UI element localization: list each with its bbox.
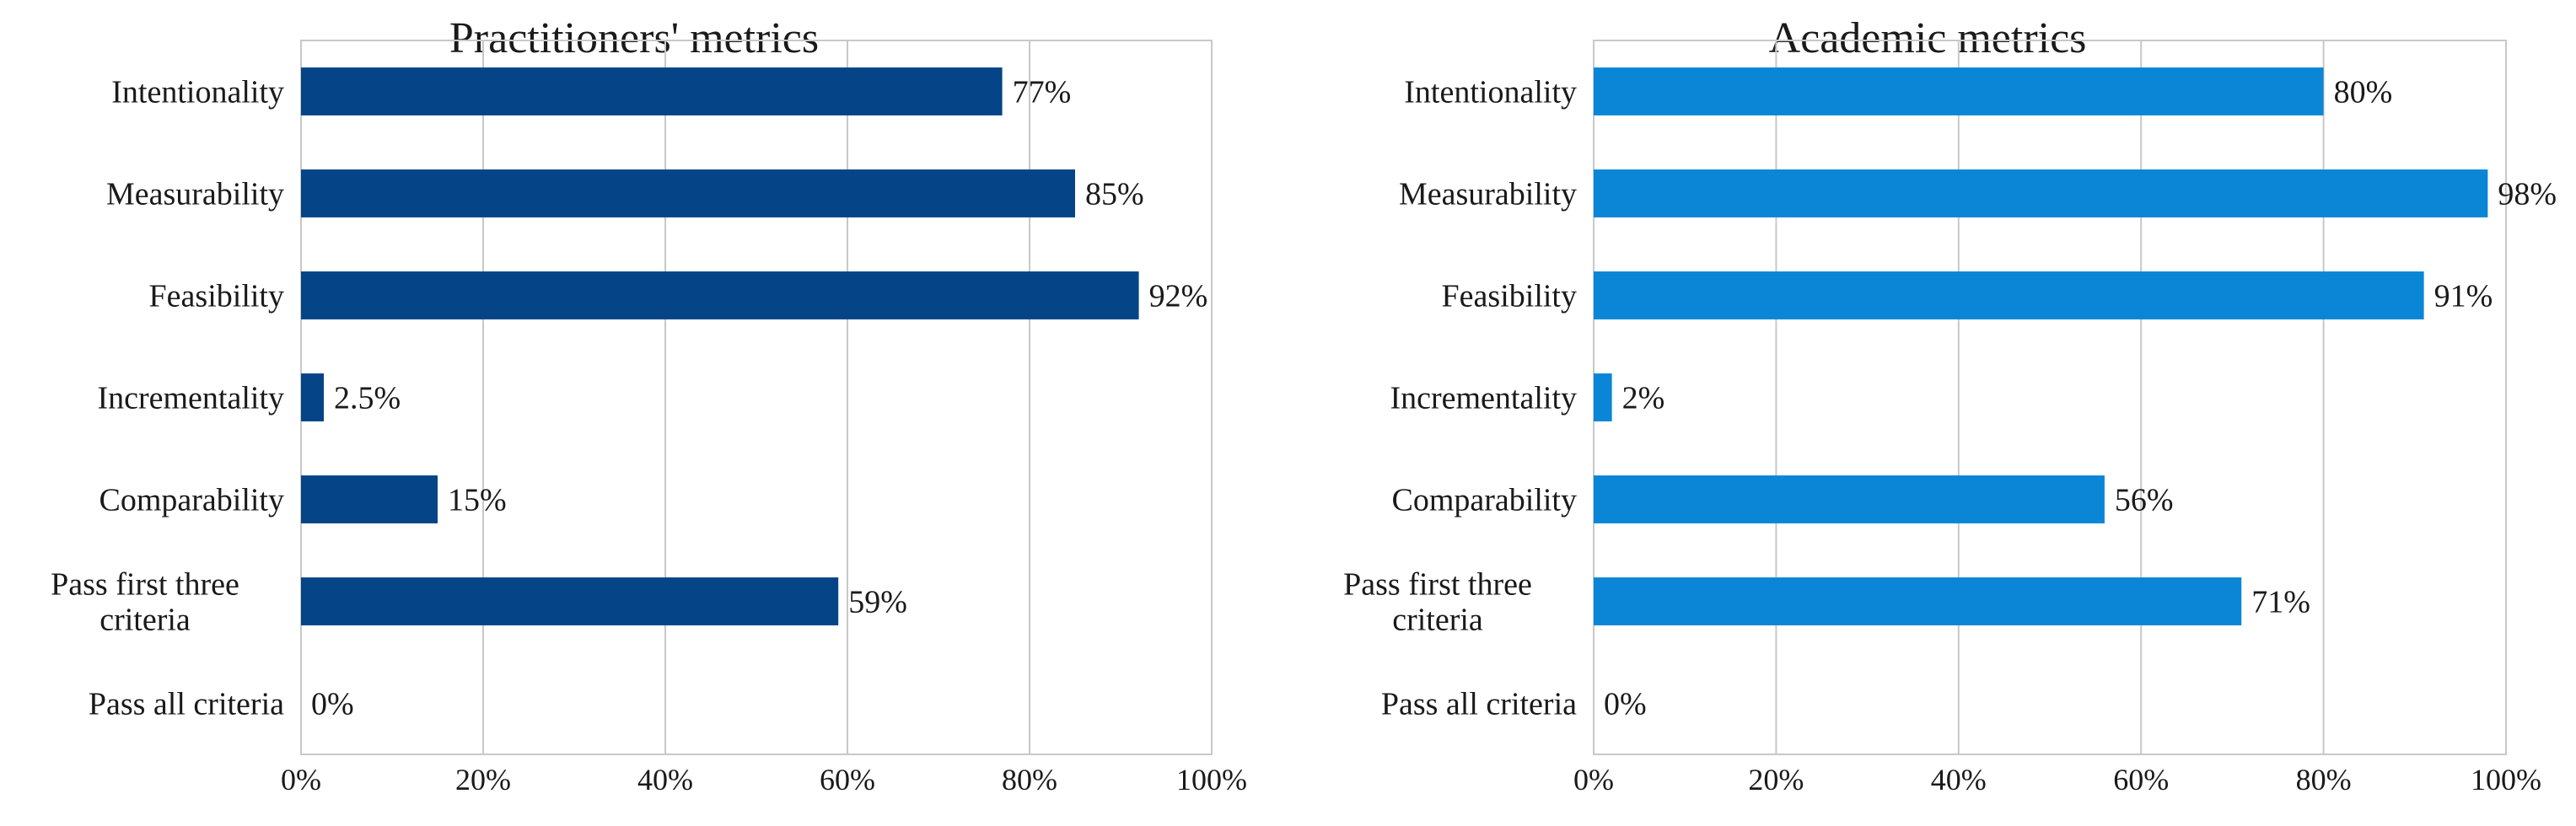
category-label: Pass all criteria bbox=[1381, 687, 1577, 722]
value-label: 0% bbox=[1604, 687, 1647, 722]
category-label: Incrementality bbox=[97, 381, 284, 416]
bar bbox=[301, 475, 438, 523]
x-tick-label: 60% bbox=[2113, 763, 2169, 796]
value-label: 71% bbox=[2251, 585, 2310, 620]
category-label: Comparability bbox=[1391, 483, 1577, 518]
value-label: 98% bbox=[2498, 177, 2557, 212]
x-tick-label: 80% bbox=[2296, 763, 2352, 796]
category-label: Comparability bbox=[99, 483, 284, 518]
value-label: 15% bbox=[448, 483, 507, 518]
x-tick-label: 40% bbox=[1931, 763, 1987, 796]
chart-svg: Academic metrics 0% 20% 40% 60% 80% 100% Intent… bbox=[1343, 14, 2557, 796]
category-label: Feasibility bbox=[1442, 279, 1577, 314]
value-label: 85% bbox=[1085, 177, 1144, 212]
bar bbox=[301, 271, 1139, 319]
chart-svg: Practitioners' metrics 0% 20% 40% 60% 80% 100%… bbox=[51, 14, 1247, 796]
chart-title: Practitioners' metrics bbox=[449, 14, 819, 62]
x-tick-label: 0% bbox=[1573, 763, 1614, 796]
plot-frame bbox=[1593, 40, 2507, 755]
bar bbox=[1594, 577, 2242, 625]
category-label: Intentionality bbox=[111, 75, 284, 110]
x-tick-label: 20% bbox=[1748, 763, 1804, 796]
x-tick-label: 100% bbox=[2471, 763, 2541, 796]
bar bbox=[301, 373, 324, 421]
value-label: 92% bbox=[1149, 279, 1208, 314]
practitioners-chart: Practitioners' metrics 0% 20% 40% 60% 80% 100%… bbox=[0, 0, 1273, 822]
bar bbox=[1594, 67, 2324, 115]
bar bbox=[1594, 373, 1612, 421]
category-label: Pass first three criteria bbox=[1343, 567, 1532, 638]
category-label: Feasibility bbox=[149, 279, 284, 314]
category-label: Measurability bbox=[106, 177, 284, 212]
chart-title: Academic metrics bbox=[1769, 14, 2087, 62]
bar bbox=[1594, 475, 2105, 523]
x-tick-label: 20% bbox=[455, 763, 511, 796]
value-label: 0% bbox=[311, 687, 354, 722]
value-label: 77% bbox=[1013, 75, 1072, 110]
value-label: 91% bbox=[2434, 279, 2493, 314]
category-label: Measurability bbox=[1399, 177, 1577, 212]
category-label: Intentionality bbox=[1404, 75, 1577, 110]
value-label: 56% bbox=[2115, 483, 2174, 518]
value-label: 80% bbox=[2334, 75, 2393, 110]
value-label: 2.5% bbox=[334, 381, 401, 416]
category-label: Pass all criteria bbox=[89, 687, 284, 722]
value-label: 2% bbox=[1622, 381, 1665, 416]
x-tick-label: 100% bbox=[1176, 763, 1247, 796]
bar bbox=[301, 577, 839, 625]
category-label: Incrementality bbox=[1390, 381, 1577, 416]
x-tick-label: 0% bbox=[281, 763, 321, 796]
x-tick-label: 60% bbox=[820, 763, 875, 796]
value-label: 59% bbox=[848, 585, 907, 620]
bar bbox=[301, 67, 1003, 115]
x-tick-label: 40% bbox=[637, 763, 693, 796]
x-tick-label: 80% bbox=[1002, 763, 1057, 796]
category-label: Pass first three criteria bbox=[51, 567, 239, 638]
academic-chart: Academic metrics 0% 20% 40% 60% 80% 100% Intent… bbox=[1290, 0, 2576, 822]
bar bbox=[1594, 271, 2424, 319]
bar bbox=[301, 169, 1075, 217]
plot-frame bbox=[300, 40, 1213, 755]
bar bbox=[1594, 169, 2488, 217]
